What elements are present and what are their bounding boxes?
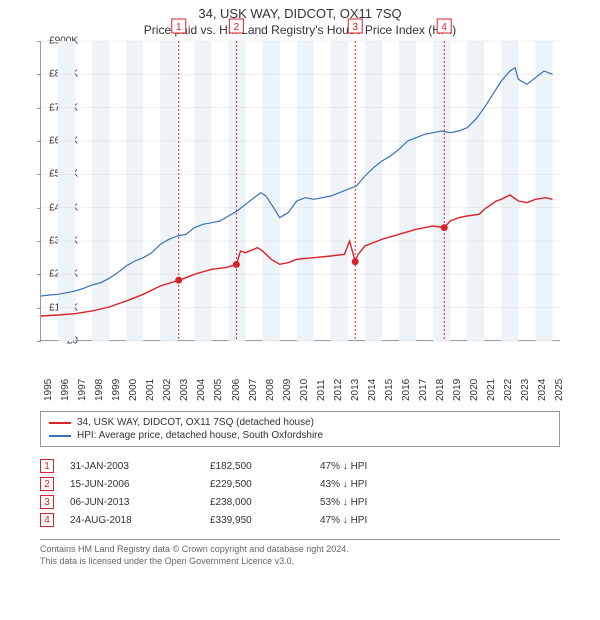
legend-swatch (49, 435, 71, 437)
legend-swatch (49, 422, 71, 424)
x-tick-label: 2010 (299, 379, 310, 401)
svg-text:2: 2 (234, 22, 240, 33)
x-tick-label: 2008 (265, 379, 276, 401)
svg-text:1: 1 (176, 22, 182, 33)
x-tick-label: 2005 (213, 379, 224, 401)
x-tick-label: 2023 (520, 379, 531, 401)
sale-row: 4 24-AUG-2018£339,95047% ↓ HPI (40, 511, 560, 529)
x-tick-label: 2006 (231, 379, 242, 401)
x-tick-label: 2007 (248, 379, 259, 401)
sale-date: 06-JUN-2013 (70, 497, 210, 508)
sales-table: 131-JAN-2003£182,50047% ↓ HPI215-JUN-200… (40, 457, 560, 529)
legend-item: 34, USK WAY, DIDCOT, OX11 7SQ (detached … (49, 416, 551, 429)
x-tick-label: 2002 (162, 379, 173, 401)
x-tick-label: 1995 (43, 379, 54, 401)
sale-row: 3 06-JUN-2013£238,00053% ↓ HPI (40, 493, 560, 511)
sale-price: £238,000 (210, 497, 320, 508)
chart-area: £0£100K£200K£300K£400K£500K£600K£700K£80… (40, 41, 600, 371)
chart-title: 34, USK WAY, DIDCOT, OX11 7SQ (0, 0, 600, 21)
sale-marker-icon: 3 (40, 495, 54, 509)
x-tick-label: 2011 (316, 379, 327, 401)
x-tick-label: 2019 (452, 379, 463, 401)
svg-text:3: 3 (352, 22, 358, 33)
sale-delta: 47% ↓ HPI (320, 461, 560, 472)
x-tick-label: 2013 (350, 379, 361, 401)
x-tick-label: 2009 (282, 379, 293, 401)
chart-subtitle: Price paid vs. HM Land Registry's House … (0, 21, 600, 41)
footer-line-2: This data is licensed under the Open Gov… (40, 556, 560, 568)
x-tick-label: 1996 (60, 379, 71, 401)
footer-line-1: Contains HM Land Registry data © Crown c… (40, 544, 560, 556)
plot-region: 1234 (40, 41, 560, 341)
x-tick-label: 2001 (145, 379, 156, 401)
x-tick-label: 2016 (401, 379, 412, 401)
sale-row: 2 15-JUN-2006£229,50043% ↓ HPI (40, 475, 560, 493)
legend-box: 34, USK WAY, DIDCOT, OX11 7SQ (detached … (40, 411, 560, 447)
sale-date: 15-JUN-2006 (70, 479, 210, 490)
down-arrow-icon: ↓ (343, 515, 348, 526)
x-tick-label: 1997 (77, 379, 88, 401)
x-tick-label: 2012 (333, 379, 344, 401)
sale-delta: 43% ↓ HPI (320, 479, 560, 490)
x-tick-label: 2022 (503, 379, 514, 401)
x-tick-label: 2004 (196, 379, 207, 401)
sale-price: £182,500 (210, 461, 320, 472)
sale-row: 1 31-JAN-2003£182,50047% ↓ HPI (40, 457, 560, 475)
down-arrow-icon: ↓ (343, 497, 348, 508)
svg-text:4: 4 (441, 22, 447, 33)
sale-price: £229,500 (210, 479, 320, 490)
sale-date: 24-AUG-2018 (70, 515, 210, 526)
legend-item: HPI: Average price, detached house, Sout… (49, 429, 551, 442)
sale-price: £339,950 (210, 515, 320, 526)
x-tick-label: 1999 (111, 379, 122, 401)
x-tick-label: 2017 (418, 379, 429, 401)
footer-notes: Contains HM Land Registry data © Crown c… (40, 539, 560, 567)
sale-delta: 53% ↓ HPI (320, 497, 560, 508)
x-tick-label: 2020 (469, 379, 480, 401)
sale-marker-icon: 2 (40, 477, 54, 491)
x-tick-label: 2025 (554, 379, 565, 401)
x-axis-labels: 1995 1996 1997 1998 1999 2000 2001 2002 2003 2004… (40, 371, 560, 405)
x-tick-label: 2018 (435, 379, 446, 401)
sale-date: 31-JAN-2003 (70, 461, 210, 472)
down-arrow-icon: ↓ (343, 479, 348, 490)
x-tick-label: 2000 (128, 379, 139, 401)
x-tick-label: 2003 (179, 379, 190, 401)
x-tick-label: 2021 (486, 379, 497, 401)
sale-marker-icon: 1 (40, 459, 54, 473)
legend-label: HPI: Average price, detached house, Sout… (77, 430, 323, 441)
sale-delta: 47% ↓ HPI (320, 515, 560, 526)
down-arrow-icon: ↓ (343, 461, 348, 472)
x-tick-label: 2015 (384, 379, 395, 401)
x-tick-label: 2024 (537, 379, 548, 401)
x-tick-label: 2014 (367, 379, 378, 401)
sale-marker-icon: 4 (40, 513, 54, 527)
legend-label: 34, USK WAY, DIDCOT, OX11 7SQ (detached … (77, 417, 314, 428)
x-tick-label: 1998 (94, 379, 105, 401)
